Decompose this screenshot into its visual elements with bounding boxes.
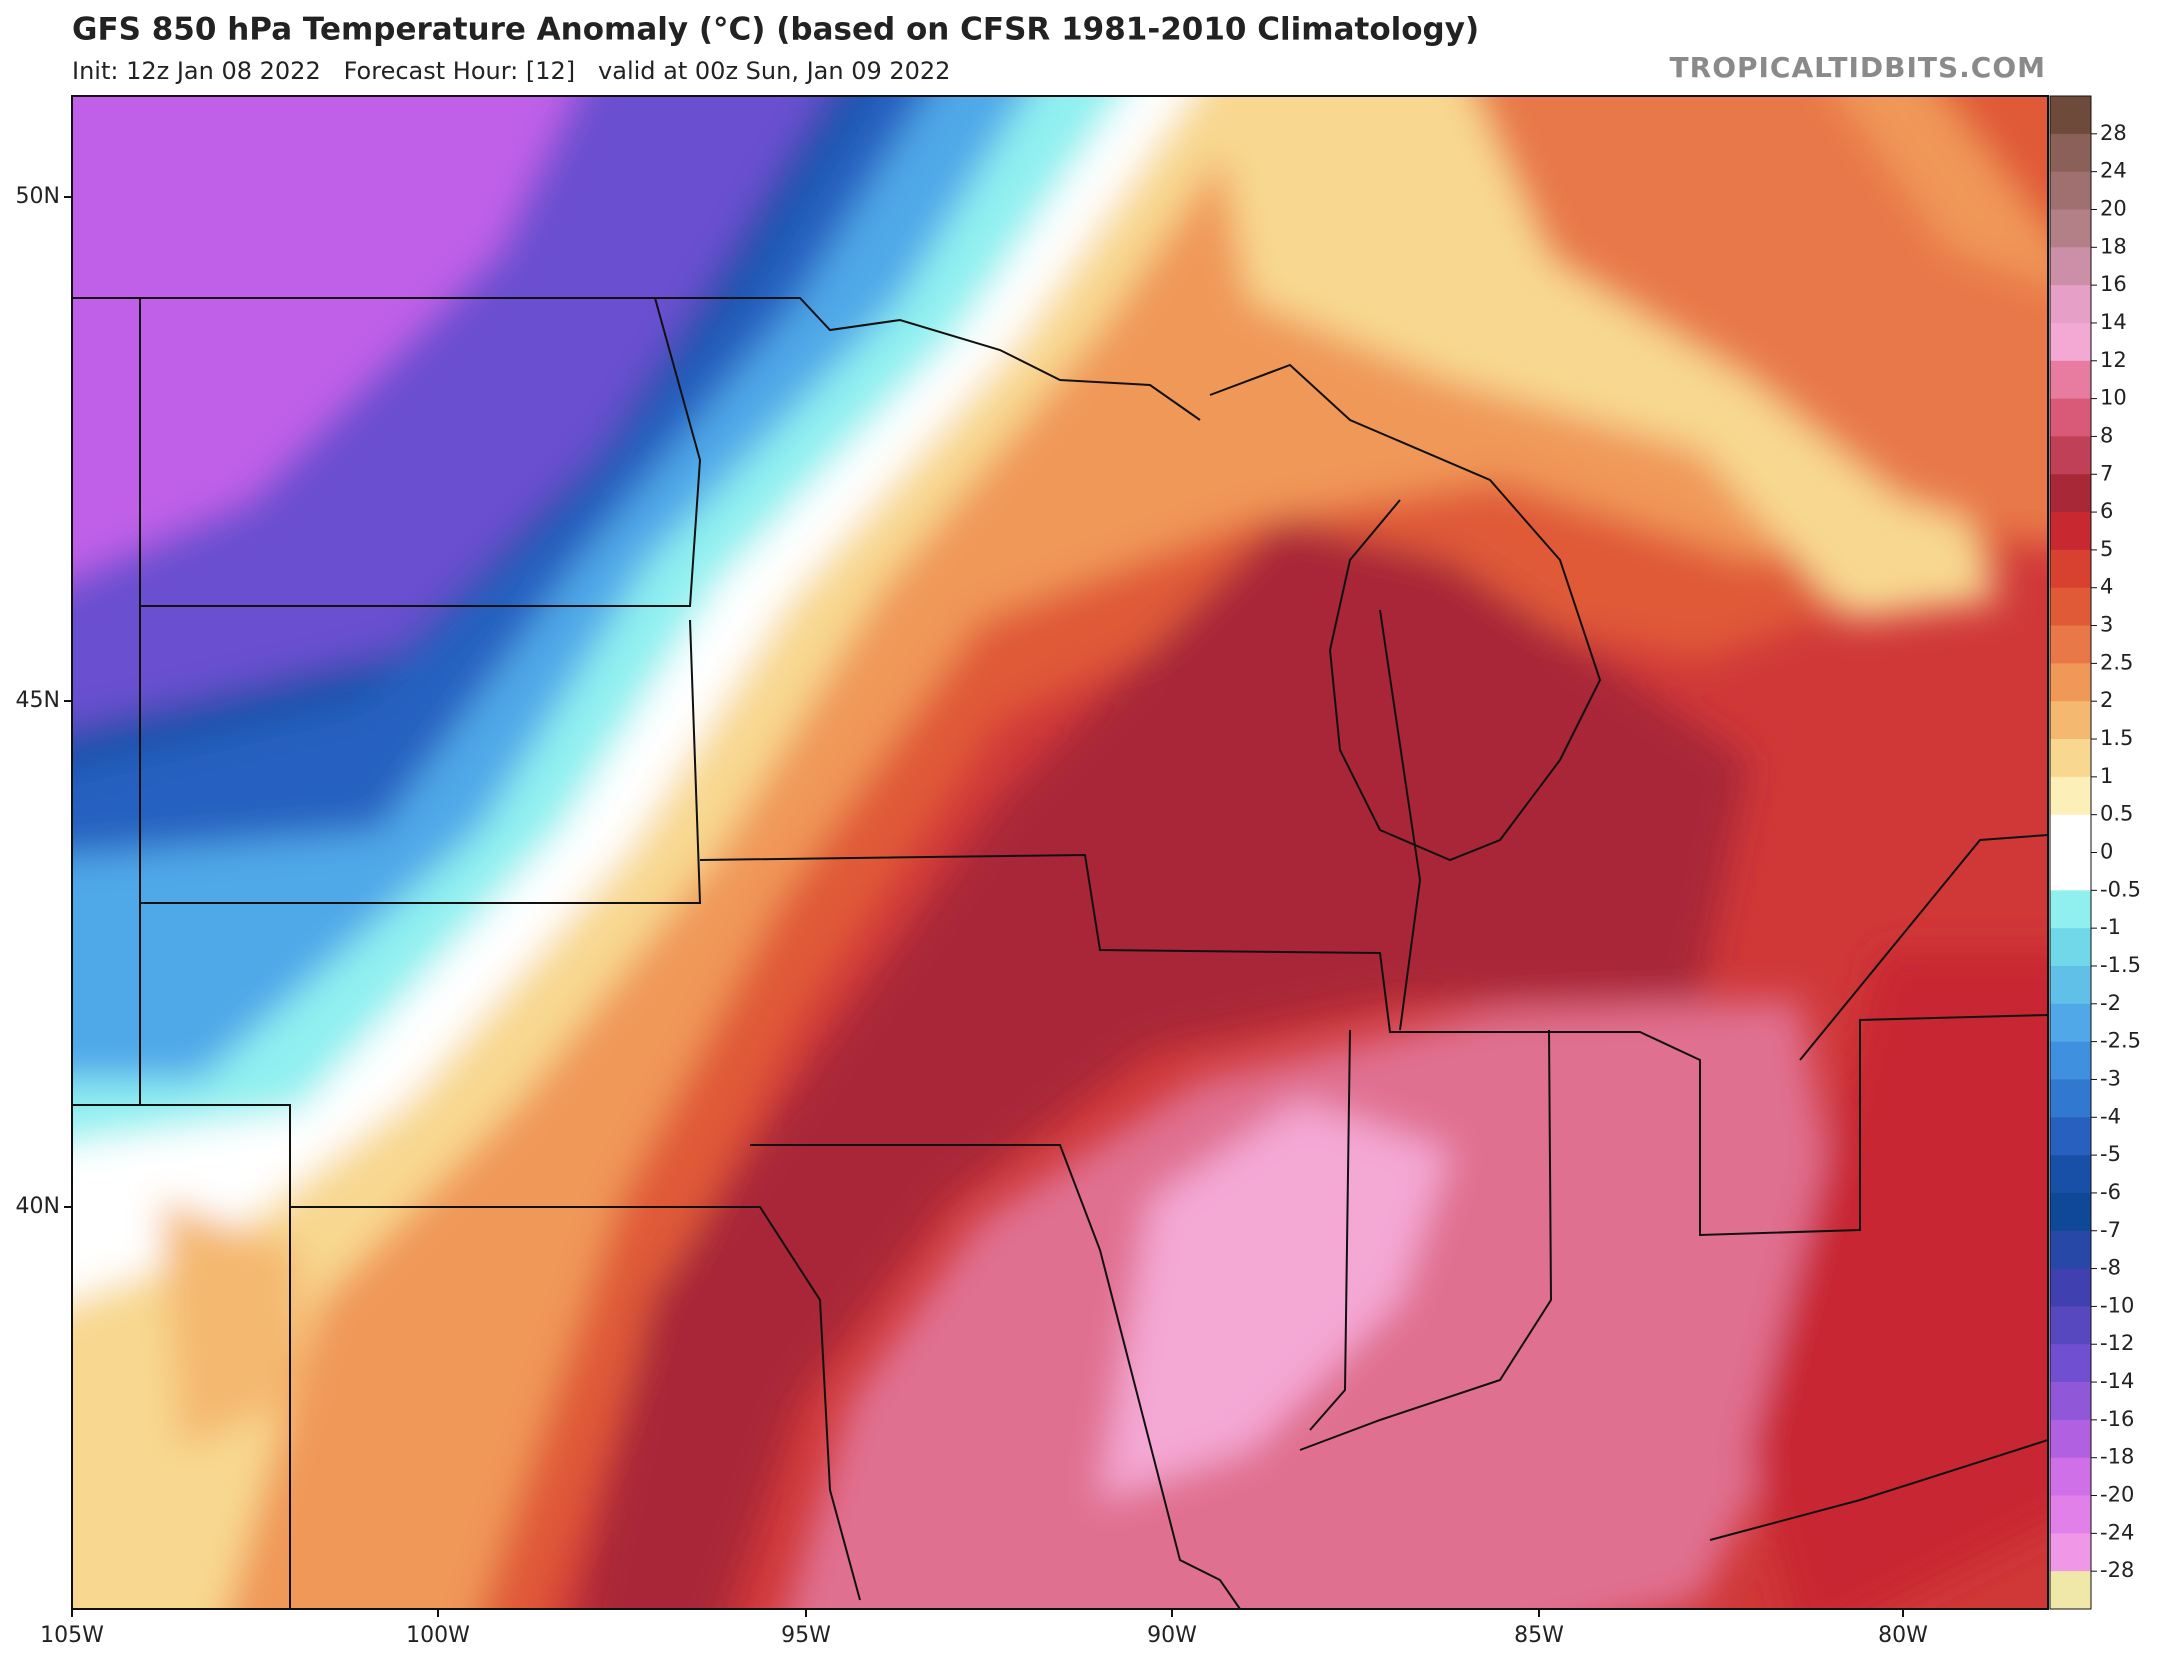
colorbar-swatch <box>2050 1155 2091 1194</box>
colorbar-label: 14 <box>2100 310 2127 334</box>
colorbar-swatch <box>2050 739 2091 778</box>
colorbar-swatch <box>2050 776 2091 816</box>
colorbar-swatch <box>2050 133 2091 173</box>
colorbar-label: 3 <box>2100 613 2113 637</box>
colorbar-label: 20 <box>2100 196 2127 220</box>
colorbar-label: 12 <box>2100 348 2127 372</box>
colorbar-swatch <box>2050 852 2091 891</box>
colorbar-swatch <box>2050 1533 2091 1572</box>
colorbar-label: 2.5 <box>2100 650 2133 674</box>
colorbar-swatch <box>2050 1230 2091 1270</box>
colorbar-swatch <box>2050 1079 2091 1118</box>
colorbar-swatch <box>2050 285 2091 324</box>
colorbar-label: 4 <box>2100 575 2113 599</box>
lon-label: 105W <box>40 1623 104 1648</box>
map-frame <box>71 95 2049 1610</box>
colorbar-swatch <box>2050 625 2091 664</box>
colorbar-swatch <box>2050 398 2091 437</box>
colorbar-label: -18 <box>2100 1445 2134 1469</box>
colorbar-label: -10 <box>2100 1293 2134 1317</box>
colorbar-swatch <box>2050 96 2091 135</box>
colorbar-swatch <box>2050 322 2091 362</box>
colorbar-swatch <box>2050 1382 2091 1421</box>
lon-label: 80W <box>1878 1623 1928 1648</box>
colorbar-swatch <box>2050 1419 2091 1459</box>
colorbar-label: 0.5 <box>2100 802 2133 826</box>
colorbar-swatch <box>2050 474 2091 513</box>
colorbar-swatch <box>2050 1306 2091 1345</box>
colorbar-label: -6 <box>2100 1180 2121 1204</box>
colorbar-label: -2 <box>2100 991 2121 1015</box>
colorbar-swatch <box>2050 1344 2091 1383</box>
colorbar-label: -7 <box>2100 1218 2121 1242</box>
colorbar: 28 24 20 18 16 14 12 10 8 7 6 5 4 3 2.5 2 1.5 1 0.5 0 -0.5 -1… <box>2049 95 2141 1610</box>
lat-label: 50N <box>16 184 60 209</box>
colorbar-swatch <box>2050 965 2091 1005</box>
colorbar-swatch <box>2050 814 2091 853</box>
colorbar-swatch <box>2050 549 2091 589</box>
anomaly-field <box>72 96 2048 1609</box>
colorbar-label: 8 <box>2100 423 2113 447</box>
colorbar-label: 5 <box>2100 537 2113 561</box>
colorbar-swatch <box>2050 928 2091 967</box>
colorbar-swatch <box>2050 1571 2091 1610</box>
colorbar-swatch <box>2050 209 2091 248</box>
colorbar-swatch <box>2050 1117 2091 1156</box>
colorbar-swatch <box>2050 1457 2091 1497</box>
lat-label: 45N <box>16 688 60 713</box>
colorbar-swatch <box>2050 587 2091 627</box>
colorbar-swatch <box>2050 247 2091 286</box>
colorbar-label: -1.5 <box>2100 953 2141 977</box>
colorbar-label: -2.5 <box>2100 1029 2141 1053</box>
colorbar-label: 28 <box>2100 121 2127 145</box>
colorbar-label: 24 <box>2100 159 2127 183</box>
colorbar-label: 7 <box>2100 461 2113 485</box>
colorbar-label: 0 <box>2100 840 2113 864</box>
colorbar-label: -8 <box>2100 1256 2121 1280</box>
colorbar-label: -1 <box>2100 915 2121 939</box>
colorbar-label: -4 <box>2100 1104 2121 1128</box>
lon-label: 95W <box>781 1623 831 1648</box>
map <box>72 96 2048 1609</box>
colorbar-swatch <box>2050 436 2091 475</box>
colorbar-swatch <box>2050 663 2091 702</box>
lon-label: 100W <box>406 1623 470 1648</box>
title: GFS 850 hPa Temperature Anomaly (°C) (ba… <box>72 12 1479 48</box>
axes: 50N 45N 40N 105W 100W 95W 90W 85W 80W <box>16 184 1929 1648</box>
borders <box>72 297 2048 1609</box>
colorbar-label: -14 <box>2100 1369 2134 1393</box>
lat-label: 40N <box>16 1194 60 1219</box>
lon-label: 90W <box>1147 1623 1197 1648</box>
colorbar-swatch <box>2050 171 2091 210</box>
colorbar-label: 16 <box>2100 272 2127 296</box>
colorbar-label: 1.5 <box>2100 726 2133 750</box>
colorbar-label: -12 <box>2100 1331 2134 1355</box>
colorbar-swatch <box>2050 701 2091 740</box>
site-name: TROPICALTIDBITS.COM <box>1670 51 2046 84</box>
colorbar-swatch <box>2050 1268 2091 1307</box>
colorbar-label: 6 <box>2100 499 2113 523</box>
colorbar-swatch <box>2050 512 2091 551</box>
colorbar-label: -20 <box>2100 1483 2134 1507</box>
lon-label: 85W <box>1514 1623 1564 1648</box>
colorbar-label: 18 <box>2100 234 2127 258</box>
colorbar-label: -5 <box>2100 1142 2121 1166</box>
colorbar-swatch <box>2050 890 2091 929</box>
colorbar-label: 1 <box>2100 764 2113 788</box>
subtitle: Init: 12z Jan 08 2022 Forecast Hour: [12… <box>72 57 950 85</box>
colorbar-label: -16 <box>2100 1407 2134 1431</box>
colorbar-label: -24 <box>2100 1520 2134 1544</box>
colorbar-swatch <box>2050 1192 2091 1232</box>
colorbar-label: 2 <box>2100 688 2113 712</box>
colorbar-swatch <box>2050 1003 2091 1043</box>
colorbar-label: 10 <box>2100 386 2127 410</box>
colorbar-label: -0.5 <box>2100 877 2141 901</box>
colorbar-swatch <box>2050 1041 2091 1080</box>
colorbar-swatch <box>2050 1495 2091 1534</box>
colorbar-swatch <box>2050 360 2091 400</box>
colorbar-label: -28 <box>2100 1558 2134 1582</box>
colorbar-label: -3 <box>2100 1066 2121 1090</box>
